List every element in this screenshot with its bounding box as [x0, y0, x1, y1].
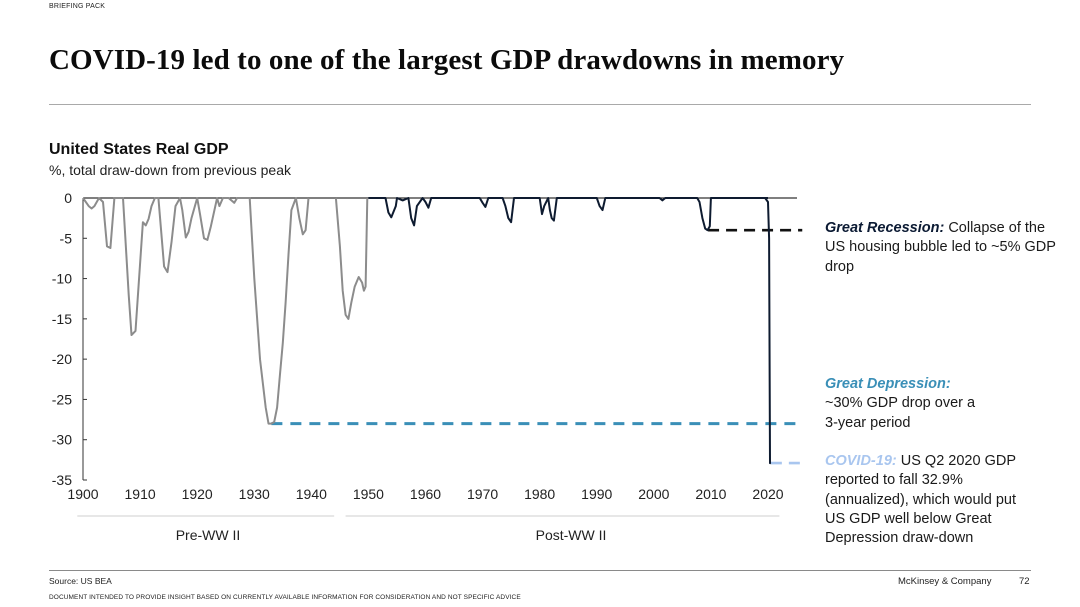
- x-tick-label: 1940: [296, 486, 327, 502]
- x-tick-label: 1960: [410, 486, 441, 502]
- y-tick-label: -10: [52, 271, 72, 287]
- x-tick-label: 1970: [467, 486, 498, 502]
- great-depression-label: Great Depression:: [825, 376, 951, 392]
- series-line-post-ww-ii: [368, 197, 768, 232]
- y-tick-label: -25: [52, 391, 72, 407]
- covid-text: US Q2 2020 GDP reported to fall 32.9% (a…: [825, 453, 1017, 547]
- y-tick-label: -20: [52, 351, 72, 367]
- x-tick-label: 2020: [752, 486, 783, 502]
- chart-subtitle: %, total draw-down from previous peak: [49, 162, 291, 178]
- series-line-pre-ww-ii: [82, 197, 310, 425]
- x-tick-label: 1950: [353, 486, 384, 502]
- y-tick-label: -35: [52, 472, 72, 488]
- great-recession-label: Great Recession:: [825, 220, 945, 236]
- page-title: COVID-19 led to one of the largest GDP d…: [49, 44, 845, 76]
- x-tick-label: 1930: [239, 486, 270, 502]
- chart-title: United States Real GDP: [49, 141, 229, 158]
- x-tick-label: 2010: [695, 486, 726, 502]
- x-tick-label: 1910: [125, 486, 156, 502]
- y-tick-label: -15: [52, 311, 72, 327]
- covid-label: COVID-19:: [825, 453, 897, 469]
- x-tick-label: 1920: [182, 486, 213, 502]
- x-tick-label: 1980: [524, 486, 555, 502]
- x-tick-label: 2000: [638, 486, 669, 502]
- y-tick-label: -30: [52, 432, 72, 448]
- covid-annotation: COVID-19: US Q2 2020 GDP reported to fal…: [825, 452, 1037, 548]
- source-note: Source: US BEA: [49, 576, 112, 586]
- y-tick-label: 0: [64, 190, 72, 206]
- brand-name: McKinsey & Company: [898, 576, 992, 587]
- footer-divider: [49, 570, 1031, 571]
- x-tick-label: 1900: [67, 486, 98, 502]
- era-label-post-ww2: Post-WW II: [535, 527, 607, 543]
- y-tick-label: -5: [60, 230, 73, 246]
- title-divider: [49, 104, 1031, 105]
- briefing-pack-label: BRIEFING PACK: [49, 3, 106, 10]
- great-recession-annotation: Great Recession: Collapse of the US hous…: [825, 219, 1065, 277]
- series-line-pre-ww-ii-1945-1949-: [334, 197, 369, 320]
- great-depression-annotation: Great Depression: ~30% GDP drop over a 3…: [825, 375, 985, 433]
- great-depression-text: ~30% GDP drop over a 3-year period: [825, 395, 976, 431]
- era-label-pre-ww2: Pre-WW II: [175, 527, 241, 543]
- series-line-covid-19: [764, 197, 771, 465]
- great-recession-text: Collapse of the US housing bubble led to…: [825, 220, 1056, 275]
- x-tick-label: 1990: [581, 486, 612, 502]
- disclaimer: DOCUMENT INTENDED TO PROVIDE INSIGHT BAS…: [49, 594, 521, 601]
- page-number: 72: [1019, 576, 1030, 587]
